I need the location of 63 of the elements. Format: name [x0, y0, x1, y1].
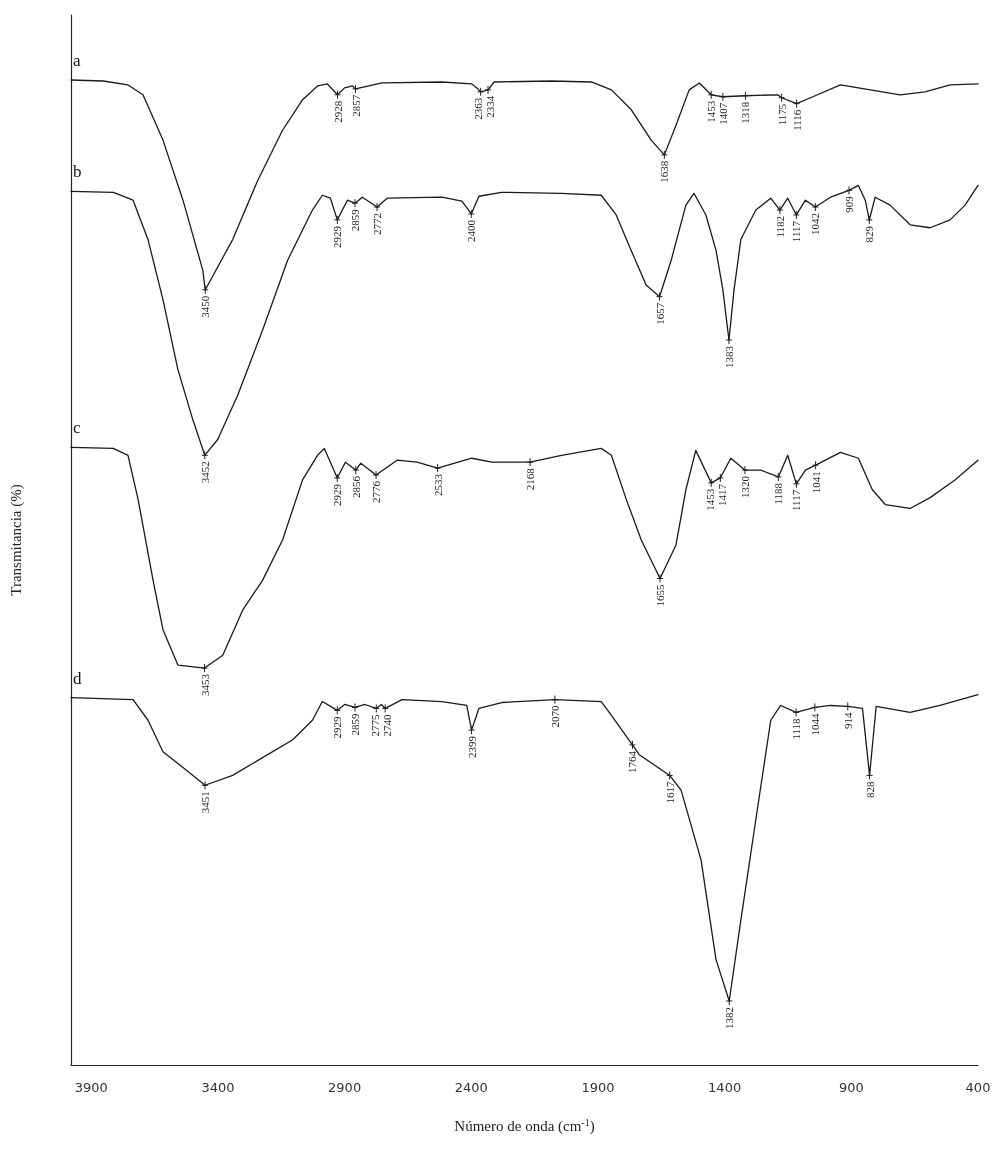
series-label: a: [73, 51, 81, 71]
annotation: 829: [863, 225, 876, 243]
annotation: 909: [843, 195, 856, 213]
annotation: 2929: [331, 715, 344, 739]
annotation: 2400: [465, 219, 478, 242]
annotation: 2859: [349, 712, 362, 736]
y-axis-title: Transmitancia (%): [7, 484, 25, 596]
annotation: 2775: [368, 713, 381, 737]
annotation: 1041: [809, 471, 822, 494]
annotation: 1320: [738, 475, 751, 499]
annotation: 1118: [790, 717, 803, 740]
annotation: 1318: [739, 101, 752, 124]
annotation: 1453: [703, 488, 716, 511]
annotation: 3453: [198, 673, 211, 697]
annotation: 1453: [705, 100, 718, 123]
series-label: b: [73, 162, 82, 182]
annotation: 1617: [663, 780, 676, 804]
annotation: 2929: [331, 483, 344, 506]
annotation: 1407: [717, 102, 730, 125]
annotation: 2168: [524, 467, 537, 491]
annotation: 1117: [790, 220, 803, 243]
annotation: 1764: [626, 750, 639, 773]
annotation: 2334: [484, 95, 497, 118]
annotation: 1044: [808, 712, 821, 736]
x-tick-label: 1900: [581, 1080, 615, 1095]
annotation: 1116: [790, 109, 803, 131]
annotation: 1383: [722, 345, 735, 369]
annotation: 1117: [790, 489, 803, 512]
x-tick-label: 2400: [454, 1080, 488, 1095]
annotation: 1417: [715, 483, 728, 506]
series-label: c: [73, 418, 81, 438]
annotation: 2363: [472, 97, 485, 120]
annotation: 1175: [775, 103, 788, 126]
annotation: 2929: [331, 225, 344, 248]
annotation: 2859: [349, 208, 362, 232]
annotation: 3452: [198, 461, 211, 484]
annotation: 2857: [349, 94, 362, 117]
x-tick-label: 2900: [328, 1080, 362, 1095]
annotation: 1655: [654, 583, 667, 607]
annotation: 1638: [658, 160, 671, 183]
annotation: 914: [841, 711, 854, 729]
annotation: 2772: [371, 213, 384, 236]
x-tick-label: 3400: [201, 1080, 235, 1095]
annotation: 828: [863, 780, 876, 798]
annotation: 1382: [723, 1006, 736, 1029]
annotation: 2399: [465, 735, 478, 759]
annotation: 3450: [199, 295, 212, 318]
annotation: 1182: [773, 216, 786, 238]
series-label: d: [73, 668, 82, 688]
annotation: 1188: [772, 482, 785, 505]
annotation: 2740: [380, 713, 393, 737]
x-tick-label: 3900: [74, 1080, 108, 1095]
annotation: 1657: [653, 302, 666, 325]
annotation: 2533: [431, 473, 444, 497]
annotation: 2070: [548, 705, 561, 728]
x-tick-label: 400: [965, 1080, 991, 1095]
x-tick-label: 900: [838, 1080, 864, 1095]
annotation: 3451: [199, 791, 212, 814]
annotation: 2856: [349, 475, 362, 499]
annotation: 2776: [370, 480, 383, 503]
annotation: 2928: [331, 100, 344, 123]
x-tick-label: 1400: [708, 1080, 742, 1095]
annotation: 1042: [809, 213, 822, 236]
